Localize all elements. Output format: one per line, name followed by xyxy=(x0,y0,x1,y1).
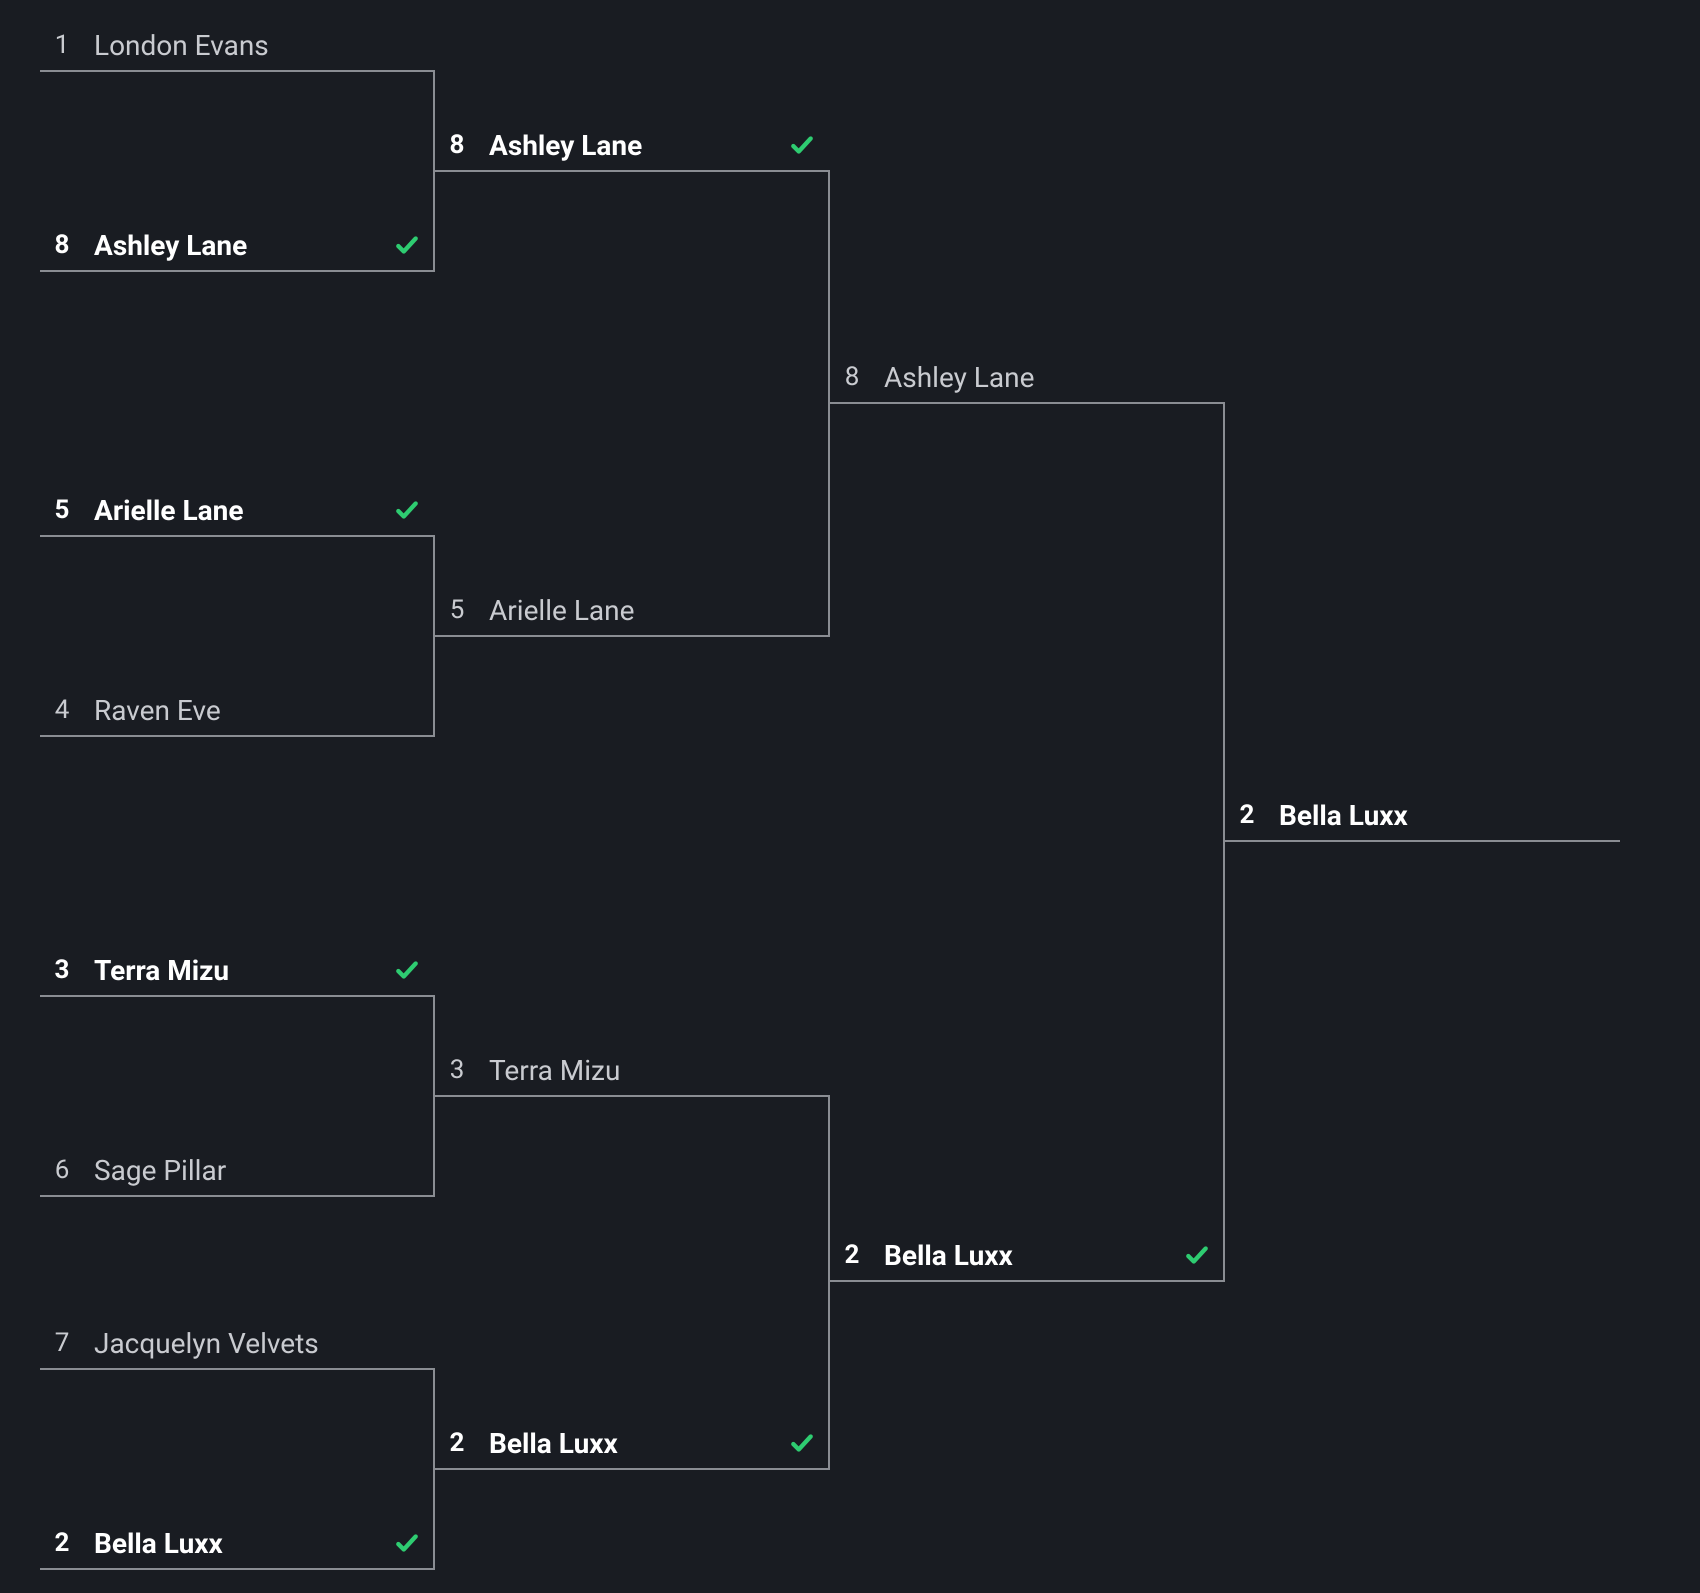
bracket-slot[interactable]: 5Arielle Lane xyxy=(435,585,830,637)
bracket-slot[interactable]: 8Ashley Lane xyxy=(40,220,435,272)
bracket-connector xyxy=(828,172,830,637)
seed-number: 7 xyxy=(40,1328,84,1358)
seed-number: 4 xyxy=(40,695,84,725)
competitor-name: Bella Luxx xyxy=(84,1527,391,1560)
seed-number: 3 xyxy=(435,1055,479,1085)
competitor-name: Bella Luxx xyxy=(874,1239,1181,1272)
seed-number: 8 xyxy=(40,230,84,260)
competitor-name: Ashley Lane xyxy=(479,129,786,162)
seed-number: 3 xyxy=(40,955,84,985)
competitor-name: London Evans xyxy=(84,29,423,62)
bracket-connector xyxy=(433,1370,435,1570)
bracket-slot[interactable]: 3Terra Mizu xyxy=(40,945,435,997)
competitor-name: Arielle Lane xyxy=(479,594,818,627)
winner-check-icon xyxy=(1181,1239,1213,1271)
competitor-name: Bella Luxx xyxy=(479,1427,786,1460)
bracket-slot[interactable]: 2Bella Luxx xyxy=(1225,790,1620,842)
seed-number: 5 xyxy=(40,495,84,525)
winner-check-icon xyxy=(391,229,423,261)
bracket-canvas: 1London Evans8Ashley Lane5Arielle Lane4R… xyxy=(0,0,1700,1593)
winner-check-icon xyxy=(391,954,423,986)
bracket-slot[interactable]: 6Sage Pillar xyxy=(40,1145,435,1197)
competitor-name: Bella Luxx xyxy=(1269,799,1608,832)
bracket-connector xyxy=(433,997,435,1197)
bracket-slot[interactable]: 1London Evans xyxy=(40,20,435,72)
competitor-name: Ashley Lane xyxy=(84,229,391,262)
bracket-connector xyxy=(433,72,435,272)
seed-number: 8 xyxy=(830,362,874,392)
bracket-slot[interactable]: 8Ashley Lane xyxy=(435,120,830,172)
competitor-name: Ashley Lane xyxy=(874,361,1213,394)
seed-number: 2 xyxy=(830,1240,874,1270)
competitor-name: Sage Pillar xyxy=(84,1154,423,1187)
bracket-slot[interactable]: 5Arielle Lane xyxy=(40,485,435,537)
competitor-name: Arielle Lane xyxy=(84,494,391,527)
bracket-slot[interactable]: 2Bella Luxx xyxy=(830,1230,1225,1282)
winner-check-icon xyxy=(391,494,423,526)
bracket-connector xyxy=(828,1097,830,1470)
seed-number: 2 xyxy=(1225,800,1269,830)
bracket-slot[interactable]: 7Jacquelyn Velvets xyxy=(40,1318,435,1370)
winner-check-icon xyxy=(786,1427,818,1459)
competitor-name: Terra Mizu xyxy=(479,1054,818,1087)
seed-number: 5 xyxy=(435,595,479,625)
bracket-slot[interactable]: 2Bella Luxx xyxy=(435,1418,830,1470)
winner-check-icon xyxy=(786,129,818,161)
winner-check-icon xyxy=(391,1527,423,1559)
seed-number: 8 xyxy=(435,130,479,160)
bracket-slot[interactable]: 2Bella Luxx xyxy=(40,1518,435,1570)
bracket-slot[interactable]: 8Ashley Lane xyxy=(830,352,1225,404)
bracket-connector xyxy=(1223,404,1225,1282)
competitor-name: Raven Eve xyxy=(84,694,423,727)
bracket-slot[interactable]: 3Terra Mizu xyxy=(435,1045,830,1097)
seed-number: 6 xyxy=(40,1155,84,1185)
bracket-slot[interactable]: 4Raven Eve xyxy=(40,685,435,737)
competitor-name: Jacquelyn Velvets xyxy=(84,1327,423,1360)
seed-number: 1 xyxy=(40,30,84,60)
competitor-name: Terra Mizu xyxy=(84,954,391,987)
seed-number: 2 xyxy=(40,1528,84,1558)
bracket-connector xyxy=(433,537,435,737)
seed-number: 2 xyxy=(435,1428,479,1458)
